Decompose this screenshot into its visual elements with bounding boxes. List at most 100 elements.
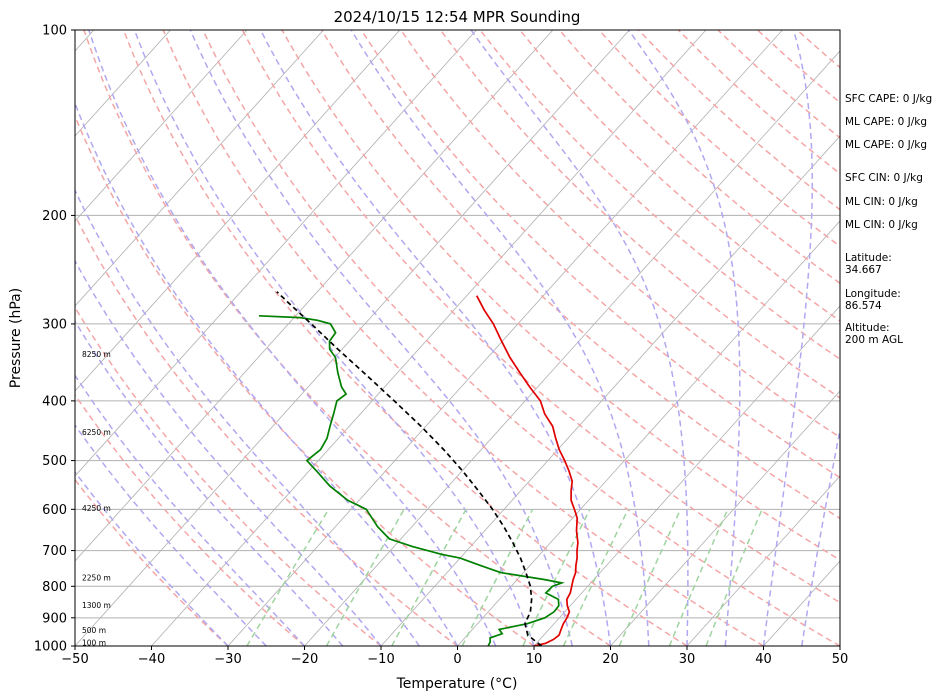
dewpoint-line — [258, 314, 565, 646]
ml-cin-label-2: ML CIN: 0 J/kg — [845, 219, 918, 231]
mixing-ratio-line — [668, 508, 729, 646]
moist-adiabat-line — [259, 30, 612, 646]
height-label: 8250 m — [82, 350, 111, 359]
mixing-ratio-line — [246, 508, 330, 646]
ml-cape-label-2: ML CAPE: 0 J/kg — [845, 139, 928, 151]
mixing-ratio-line — [618, 508, 682, 646]
moist-adiabat-line — [133, 30, 535, 646]
dry-adiabat-line — [75, 114, 535, 646]
x-tick-label: 50 — [832, 652, 849, 667]
longitude-label: Longitude: 86.574 — [845, 288, 901, 312]
isotherm-line — [75, 30, 630, 646]
height-label: 4250 m — [82, 504, 111, 513]
dry-adiabat-line — [479, 30, 840, 360]
dry-adiabat-line — [241, 30, 840, 604]
y-tick-label: 400 — [42, 394, 67, 409]
mixing-ratio-line — [391, 508, 467, 646]
altitude-label: Altitude: 200 m AGL — [845, 322, 903, 346]
isotherm-line — [75, 30, 248, 222]
x-tick-label: −10 — [367, 652, 394, 667]
isotherm-line — [75, 30, 554, 562]
moist-adiabat-line — [75, 259, 382, 646]
y-tick-label: 900 — [42, 611, 67, 626]
background-lines — [75, 30, 840, 646]
dry-adiabat-line — [83, 30, 611, 646]
dry-adiabat-line — [320, 30, 840, 520]
isotherm-line — [227, 30, 783, 646]
mixing-ratio-line — [522, 508, 591, 646]
moist-adiabat-line — [75, 188, 420, 646]
dry-adiabat-line — [75, 214, 458, 646]
moist-adiabat-line — [75, 470, 229, 646]
moist-adiabat-line — [762, 30, 814, 646]
height-label: 6250 m — [82, 428, 111, 437]
temperature-line — [475, 295, 579, 646]
dry-adiabat-line — [519, 30, 840, 322]
x-tick-label: −40 — [138, 652, 165, 667]
isotherm-line — [151, 30, 707, 646]
dry-adiabat-line — [75, 478, 229, 646]
isotherm-line — [457, 220, 840, 646]
mixing-ratio-line — [705, 509, 763, 646]
x-tick-label: 40 — [755, 652, 772, 667]
isotherm-line — [686, 475, 840, 646]
isotherm-line — [380, 135, 840, 646]
dry-adiabat-line — [75, 393, 305, 646]
height-label: 2250 m — [82, 574, 111, 583]
x-tick-label: −50 — [61, 652, 88, 667]
ml-cin-label-1: ML CIN: 0 J/kg — [845, 196, 918, 208]
moist-adiabat-line — [801, 426, 840, 646]
y-axis-title: Pressure (hPa) — [8, 288, 24, 388]
mixing-ratio-line — [461, 508, 534, 646]
x-tick-label: 0 — [453, 652, 461, 667]
isotherm-line — [75, 30, 324, 307]
moist-adiabat-line — [350, 30, 650, 646]
dry-adiabat-line — [558, 30, 840, 285]
isotherm-line — [75, 30, 477, 477]
dry-adiabat-line — [75, 306, 382, 646]
y-tick-label: 300 — [42, 317, 67, 332]
moist-adiabat-line — [75, 101, 459, 646]
sfc-cape-label: SFC CAPE: 0 J/kg — [845, 93, 933, 105]
height-label: 1300 m — [82, 601, 111, 610]
parcel-path-line — [276, 291, 543, 646]
isotherm-line — [304, 50, 840, 646]
isotherm-line — [533, 305, 840, 646]
x-axis-title: Temperature (°C) — [396, 676, 518, 692]
isotherm-line — [75, 30, 171, 137]
x-tick-label: 30 — [679, 652, 696, 667]
x-tick-label: 20 — [602, 652, 619, 667]
x-tick-label: 10 — [526, 652, 543, 667]
dry-adiabat-line — [202, 30, 840, 646]
plot-frame — [74, 29, 841, 647]
y-tick-label: 100 — [42, 24, 67, 39]
y-axis-ticks: 1000 900 800 700 600 500 400 300 200 100 — [34, 24, 75, 655]
x-tick-label: −30 — [214, 652, 241, 667]
y-tick-label: 200 — [42, 209, 67, 224]
latitude-label: Latitude: 34.667 — [845, 252, 892, 276]
dry-adiabat-line — [281, 30, 840, 561]
height-label: 500 m — [82, 626, 106, 635]
y-tick-label: 700 — [42, 544, 67, 559]
sfc-cin-label: SFC CIN: 0 J/kg — [845, 172, 923, 184]
height-label: 100 m — [82, 639, 106, 648]
isotherm-line — [610, 390, 840, 646]
mixing-ratio-line — [562, 508, 629, 646]
x-tick-label: −20 — [291, 652, 318, 667]
chart-title: 2024/10/15 12:54 MPR Sounding — [334, 8, 581, 26]
y-tick-label: 500 — [42, 454, 67, 469]
y-tick-label: 600 — [42, 503, 67, 518]
moist-adiabat-line — [189, 30, 574, 646]
dry-adiabat-line — [162, 30, 764, 646]
x-axis-ticks: −50 −40 −30 −20 −10 0 10 20 30 40 50 — [61, 646, 848, 667]
y-tick-label: 1000 — [34, 640, 67, 655]
moist-adiabat-line — [627, 30, 741, 646]
y-tick-label: 800 — [42, 580, 67, 595]
data-lines — [258, 291, 579, 646]
dry-adiabat-line — [122, 30, 688, 646]
ml-cape-label-1: ML CAPE: 0 J/kg — [845, 116, 928, 128]
moist-adiabat-line — [88, 30, 497, 646]
moist-adiabat-line — [75, 423, 267, 646]
moist-adiabat-line — [470, 30, 689, 646]
